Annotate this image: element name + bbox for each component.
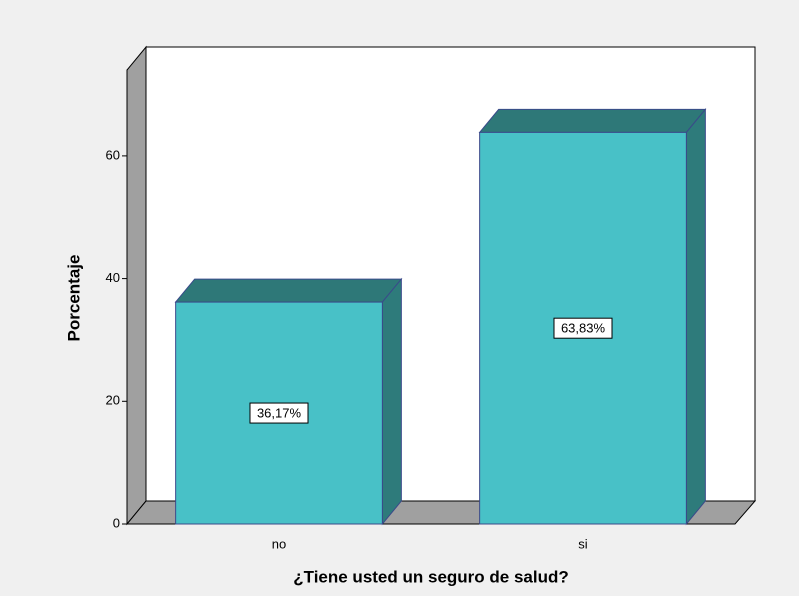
- y-tick-label: 40: [106, 270, 120, 285]
- x-tick-label: no: [272, 536, 286, 551]
- value-label: 63,83%: [561, 321, 606, 336]
- value-label-box: [553, 317, 613, 339]
- bar-side: [685, 108, 706, 526]
- y-tick-label: 0: [113, 515, 120, 530]
- value-label-box: [249, 402, 309, 424]
- left-wall: [126, 45, 147, 526]
- value-label: 36,17%: [257, 405, 302, 420]
- bar-top: [478, 108, 707, 133]
- bar-top: [174, 278, 403, 303]
- y-tick-label: 60: [106, 147, 120, 162]
- x-axis-title: ¿Tiene usted un seguro de salud?: [293, 567, 569, 586]
- y-tick-label: 20: [106, 393, 120, 408]
- x-tick-label: si: [578, 536, 588, 551]
- bar-side: [381, 277, 402, 526]
- y-axis-title: Porcentaje: [64, 255, 83, 342]
